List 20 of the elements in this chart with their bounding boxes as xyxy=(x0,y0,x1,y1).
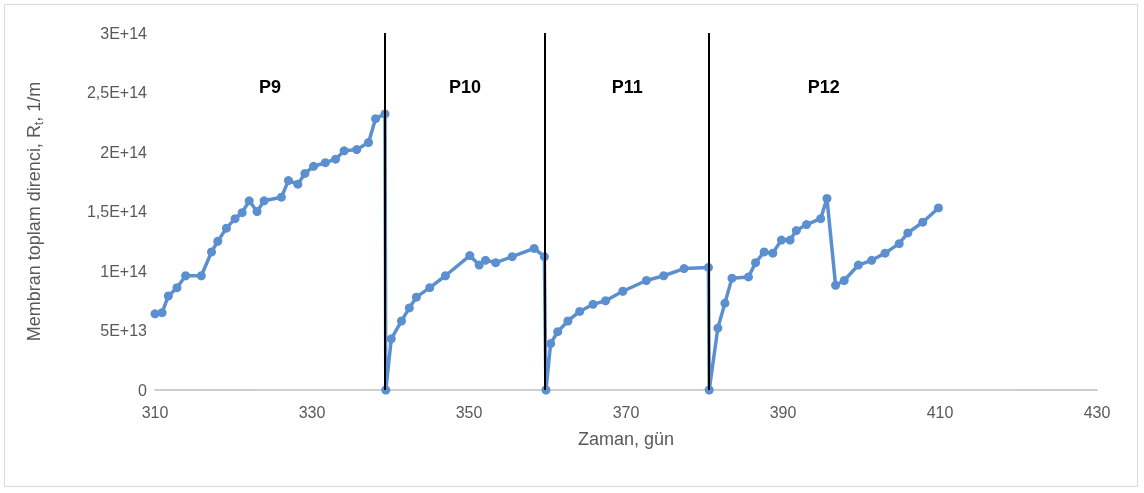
y-tick-label: 1E+14 xyxy=(100,262,148,280)
x-tick-label: 390 xyxy=(769,403,797,421)
x-tick-label: 330 xyxy=(298,403,326,421)
x-tick-label: 310 xyxy=(141,403,169,421)
x-tick-label: 430 xyxy=(1083,403,1111,421)
y-tick-label: 3E+14 xyxy=(100,24,148,42)
y-tick-label: 2E+14 xyxy=(100,143,148,161)
y-tick-label: 5E+13 xyxy=(100,322,148,339)
annotation: P9 xyxy=(258,76,282,97)
y-axis-title: Membran toplam direnci, Rt, 1/m xyxy=(24,81,46,342)
annotation: P11 xyxy=(611,76,643,97)
x-tick-label: 410 xyxy=(926,403,954,421)
y-tick-label: 1,5E+14 xyxy=(86,203,148,220)
y-tick-label: 0 xyxy=(138,381,148,399)
x-tick-label: 370 xyxy=(612,403,640,421)
annotation: P12 xyxy=(807,76,840,97)
x-tick-label: 350 xyxy=(455,403,483,421)
annotation: P10 xyxy=(449,76,482,97)
y-tick-label: 2,5E+14 xyxy=(86,84,148,101)
x-axis-title: Zaman, gün xyxy=(577,429,675,449)
